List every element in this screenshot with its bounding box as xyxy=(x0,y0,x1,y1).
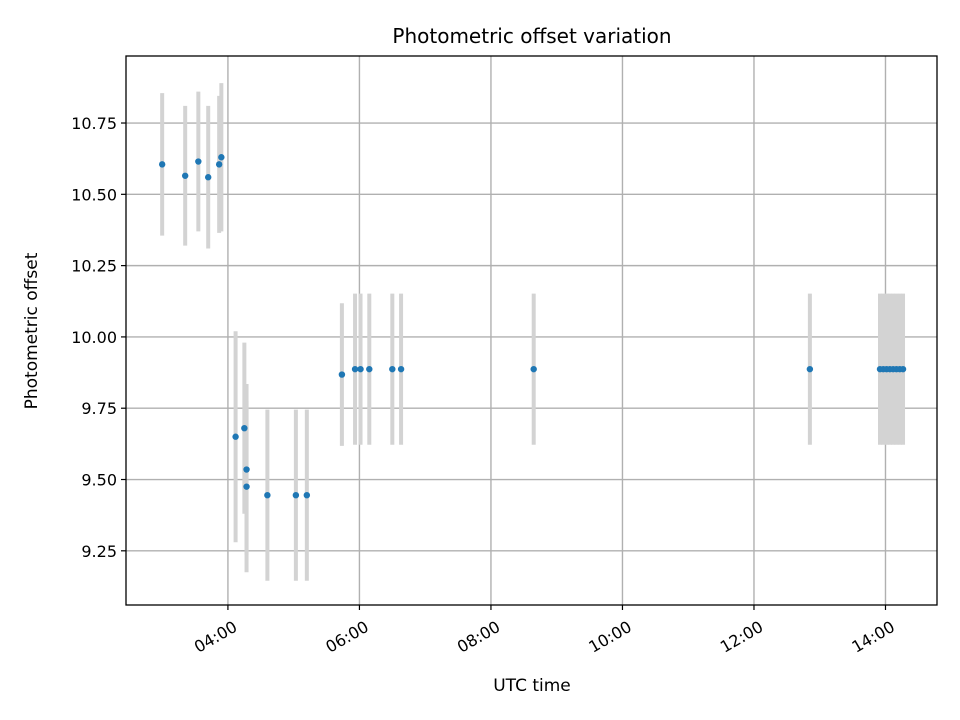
data-point xyxy=(264,492,271,499)
data-point xyxy=(366,365,373,373)
data-point xyxy=(530,365,537,373)
y-tick-label: 10.75 xyxy=(71,114,117,133)
data-point xyxy=(243,466,250,473)
y-tick-label: 9.25 xyxy=(81,542,117,561)
data-point xyxy=(351,365,359,373)
data-point xyxy=(243,483,250,490)
data-point xyxy=(303,492,311,499)
chart-title: Photometric offset variation xyxy=(392,24,671,48)
data-point xyxy=(181,172,189,179)
data-point xyxy=(232,433,239,440)
plot-frame xyxy=(125,55,938,606)
data-point xyxy=(158,161,166,168)
data-point xyxy=(241,424,248,432)
x-tick-label: 04:00 xyxy=(191,617,240,657)
y-tick-label: 9.50 xyxy=(81,471,117,490)
x-tick-label: 14:00 xyxy=(848,617,897,657)
data-point xyxy=(397,365,405,373)
y-tick-label: 10.50 xyxy=(71,185,117,204)
y-tick-label: 10.25 xyxy=(71,257,117,276)
error-bars xyxy=(160,83,906,581)
data-point xyxy=(204,174,212,181)
x-axis-label: UTC time xyxy=(493,676,571,696)
x-tick-label: 08:00 xyxy=(454,617,503,657)
x-axis: 04:00 06:00 08:00 10:00 12:00 14:00 xyxy=(191,605,898,657)
data-point xyxy=(899,365,907,373)
y-axis: 9.25 9.50 9.75 10.00 10.25 10.50 10.75 xyxy=(71,114,126,561)
y-tick-label: 10.00 xyxy=(71,328,117,347)
data-point xyxy=(218,154,225,161)
y-tick-label: 9.75 xyxy=(81,399,117,418)
data-point xyxy=(357,365,364,373)
x-tick-label: 10:00 xyxy=(585,617,634,657)
data-points xyxy=(158,154,907,499)
data-point xyxy=(338,371,346,378)
x-tick-label: 12:00 xyxy=(717,617,766,657)
data-point xyxy=(806,365,814,373)
data-point xyxy=(292,492,300,499)
data-point xyxy=(389,365,396,373)
data-point xyxy=(215,161,223,168)
y-axis-label: Photometric offset xyxy=(22,252,42,409)
data-point xyxy=(195,158,202,165)
x-tick-label: 06:00 xyxy=(322,617,371,657)
